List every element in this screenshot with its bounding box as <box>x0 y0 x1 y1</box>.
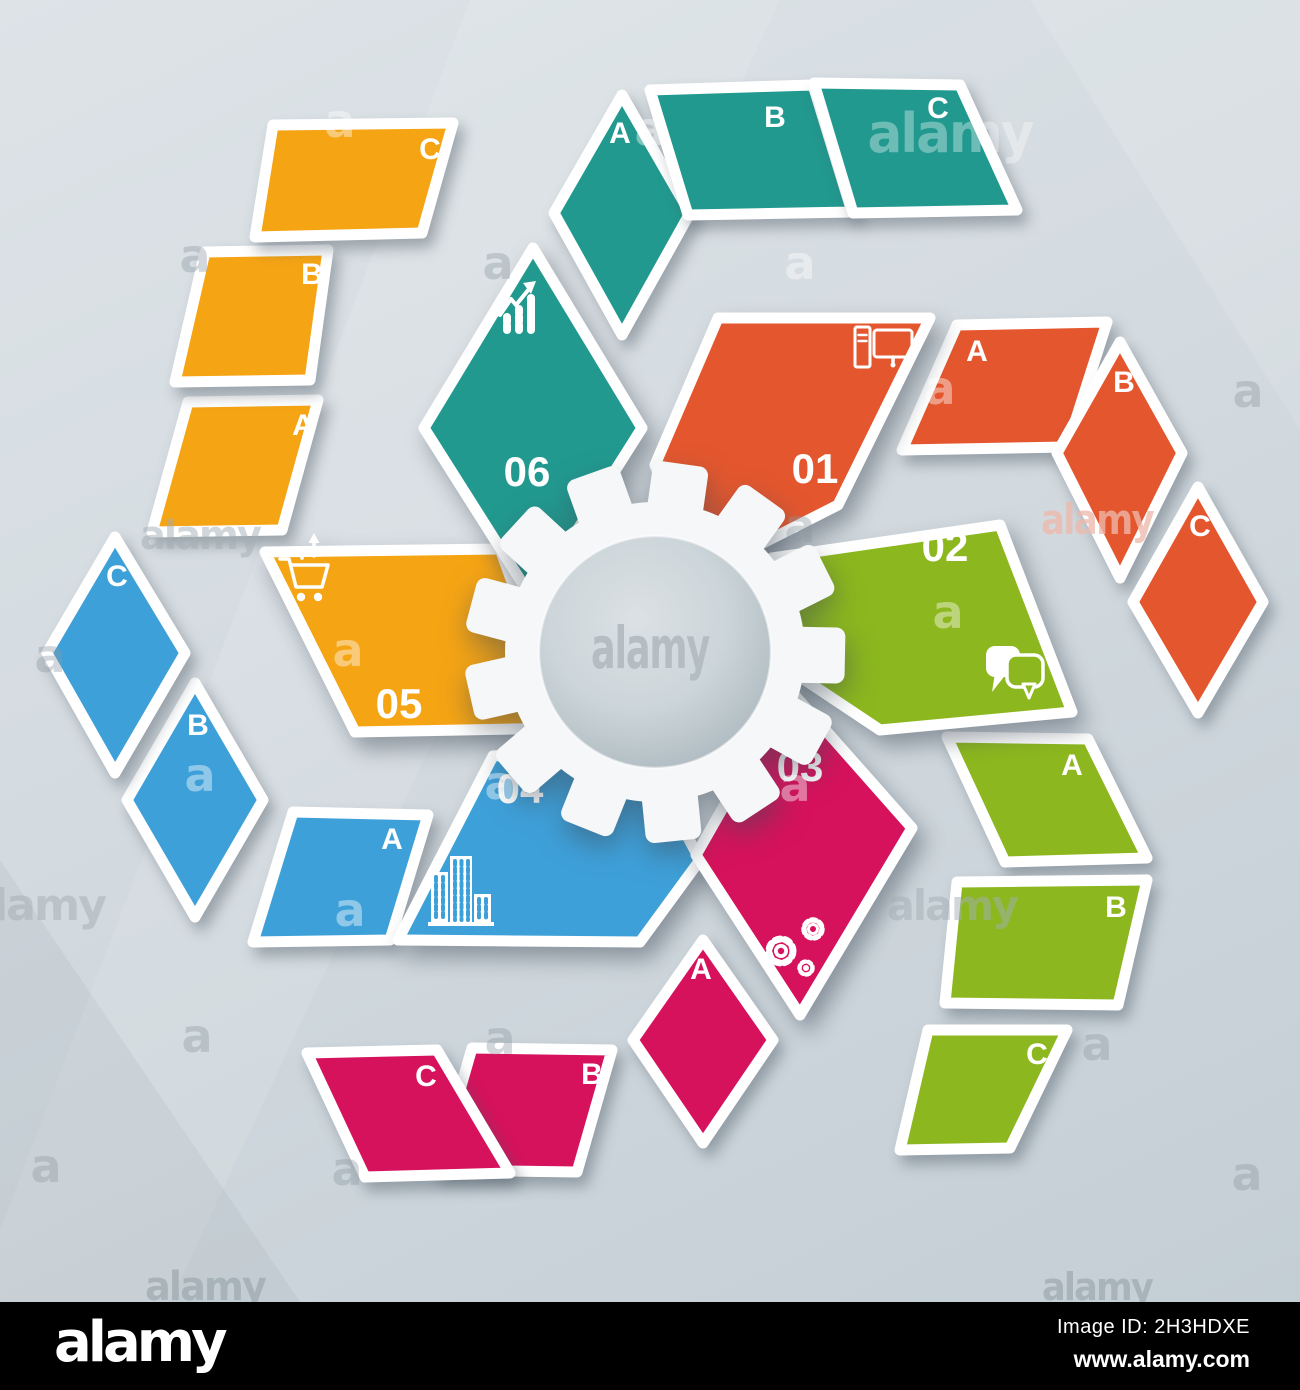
satellite-label: B <box>581 1058 603 1091</box>
alamy-watermark: alamy <box>1041 495 1154 544</box>
watermark-footer-bar: alamy Image ID: 2H3HDXE www.alamy.com <box>0 1302 1300 1390</box>
satellite-05-b: B <box>169 244 334 388</box>
letter-a-watermark: a <box>332 623 363 677</box>
satellite-label: C <box>419 133 441 166</box>
computer-icon <box>853 325 914 369</box>
shopping-cart-icon <box>278 533 330 602</box>
letter-a-watermark: a <box>179 229 210 283</box>
letter-a-watermark: a <box>784 499 815 553</box>
satellite-05-c: C <box>249 117 459 243</box>
rhombus-fan-diagram: A B C A B C A B C A B C <box>0 0 1300 1302</box>
rhombus <box>146 394 324 538</box>
satellite-03-c: C <box>301 1044 516 1183</box>
satellite-label: B <box>1113 366 1135 399</box>
satellite-label: A <box>1061 749 1083 782</box>
satellite-label: A <box>609 117 631 150</box>
blade-number: 01 <box>792 445 839 492</box>
rhombus <box>941 731 1153 868</box>
letter-a-watermark: a <box>634 102 665 156</box>
satellite-label: C <box>106 560 128 593</box>
rhombus <box>548 89 696 341</box>
letter-a-watermark: a <box>932 585 963 639</box>
rhombus <box>808 77 1023 219</box>
letter-a-watermark: a <box>34 629 65 683</box>
satellite-06-c: C <box>808 77 1023 219</box>
alamy-watermark: alamy <box>140 513 262 559</box>
satellite-label: C <box>1026 1038 1048 1071</box>
letter-a-watermark: a <box>1231 1147 1262 1201</box>
letter-a-watermark: a <box>30 1139 61 1193</box>
gears-icon <box>765 917 825 977</box>
satellite-04-b: B <box>121 677 269 923</box>
chat-bubbles-icon <box>986 646 1045 700</box>
satellite-05-a: A <box>146 394 324 538</box>
city-buildings-icon <box>428 856 494 926</box>
satellite-02-b: B <box>939 874 1153 1011</box>
satellite-03-a: A <box>627 934 779 1149</box>
letter-a-watermark: a <box>484 756 515 810</box>
rhombus <box>121 677 269 923</box>
satellite-04-c: C <box>41 531 191 779</box>
letter-a-watermark: a <box>484 1011 515 1065</box>
satellite-04-a: A <box>247 806 434 948</box>
satellite-label: C <box>1189 510 1211 543</box>
letter-a-watermark: a <box>779 758 810 812</box>
rhombus <box>939 874 1153 1011</box>
letter-a-watermark: a <box>181 1009 212 1063</box>
gear-hole <box>539 536 771 768</box>
rhombus <box>627 934 779 1149</box>
satellite-label: B <box>764 101 786 134</box>
rhombus <box>249 117 459 243</box>
image-id-text: Image ID: 2H3HDXE <box>1056 1316 1250 1338</box>
satellite-label: A <box>966 335 988 368</box>
letter-a-watermark: a <box>184 748 215 802</box>
letter-a-watermark: a <box>1081 1017 1112 1071</box>
alamy-watermark: alamy <box>1042 1265 1154 1302</box>
blade-number: 06 <box>504 448 551 495</box>
letter-a-watermark: a <box>784 236 815 290</box>
satellite-01-c: C <box>1127 481 1269 719</box>
rhombus <box>1051 336 1188 584</box>
satellite-06-b: B <box>644 79 858 221</box>
rhombus <box>894 1024 1073 1156</box>
letter-a-watermark: a <box>482 236 513 290</box>
rhombus <box>301 1044 516 1183</box>
letter-a-watermark: a <box>924 361 955 415</box>
alamy-watermark: alamy <box>0 880 106 931</box>
satellite-label: C <box>927 92 949 125</box>
letter-a-watermark: a <box>1232 364 1263 418</box>
rhombus <box>247 806 434 948</box>
satellite-label: A <box>381 823 403 856</box>
alamy-url-text: www.alamy.com <box>1073 1346 1250 1372</box>
alamy-watermark-center: alamy <box>591 614 710 682</box>
gear <box>465 461 846 843</box>
alamy-watermark: alamy <box>887 881 1019 930</box>
alamy-watermark: alamy <box>145 1264 267 1302</box>
satellite-06-a: A <box>548 89 696 341</box>
letter-a-watermark: a <box>324 94 355 148</box>
growth-chart-icon <box>498 281 536 334</box>
satellite-01-b: B <box>1051 336 1188 584</box>
satellite-label: C <box>415 1060 437 1093</box>
letter-a-watermark: a <box>334 883 365 937</box>
satellite-label: B <box>1105 891 1127 924</box>
satellite-label: B <box>301 258 323 291</box>
watermark-layer: alamy alamy alamy alamy alamy alamy alam… <box>0 94 1264 1302</box>
alamy-logo: alamy <box>54 1310 228 1375</box>
satellite-label: A <box>292 409 314 442</box>
rhombus <box>41 531 191 779</box>
satellite-label: A <box>690 953 712 986</box>
letter-a-watermark: a <box>331 1142 362 1196</box>
blade-number: 02 <box>922 523 969 570</box>
rhombus <box>1127 481 1269 719</box>
rhombus <box>169 244 334 388</box>
satellite-02-c: C <box>894 1024 1073 1156</box>
satellite-02-a: A <box>941 731 1153 868</box>
blade-number: 05 <box>376 680 423 727</box>
satellite-label: B <box>187 709 209 742</box>
alamy-watermark: alamy <box>868 102 1035 165</box>
